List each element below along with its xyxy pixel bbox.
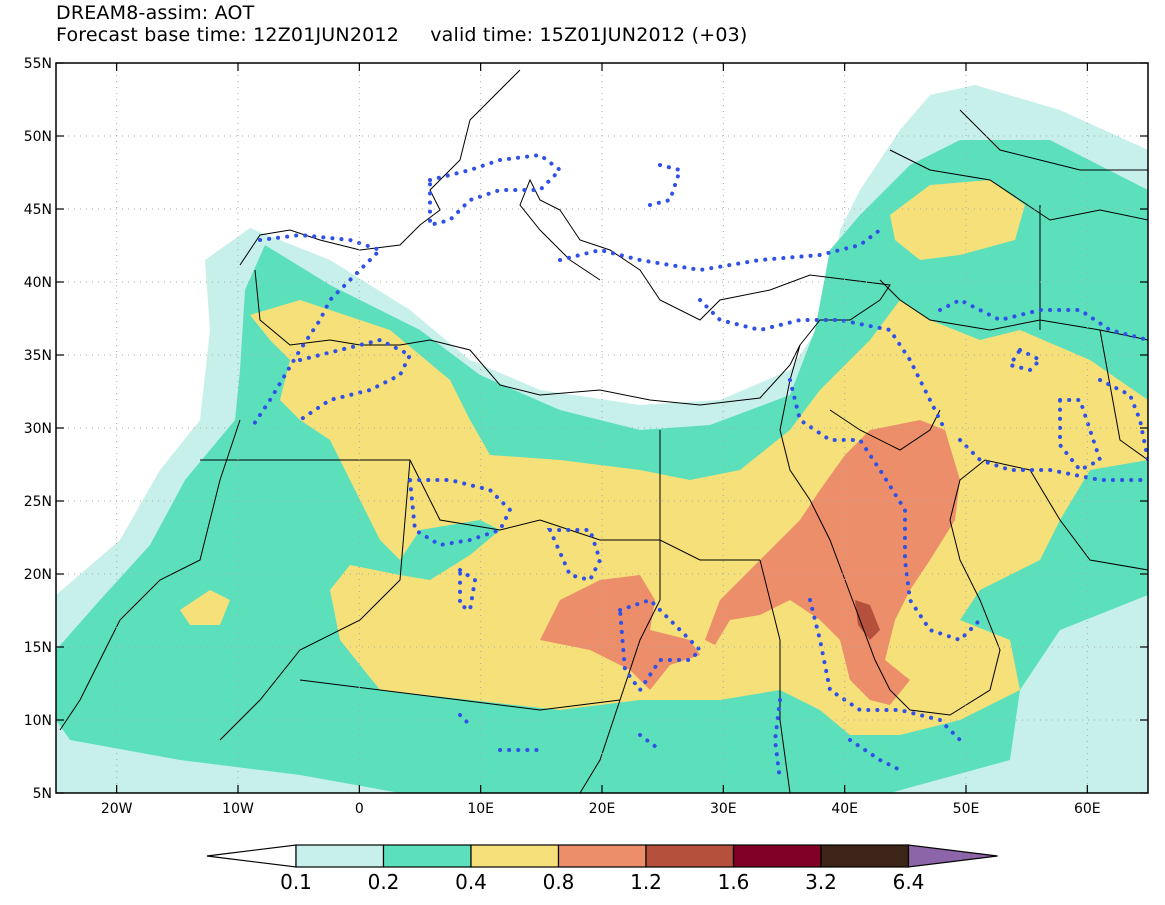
lon-label: 10W	[222, 801, 254, 817]
title-model: DREAM8-assim: AOT	[56, 2, 255, 24]
lat-label: 5N	[33, 786, 52, 802]
lon-label: 20E	[589, 801, 616, 817]
colorbar-swatch	[470, 844, 560, 868]
colorbar-swatch	[295, 844, 385, 868]
colorbar-label: 6.4	[893, 870, 925, 894]
colorbar-swatch	[557, 844, 647, 868]
lat-label: 50N	[24, 129, 52, 145]
base-time-label: Forecast base time: 12Z01JUN2012	[56, 24, 399, 46]
lon-label: 50E	[953, 801, 980, 817]
colorbar-swatch	[732, 844, 822, 868]
aot-region-0.8	[540, 420, 960, 705]
lat-label: 30N	[24, 421, 52, 437]
colorbar-swatch	[645, 844, 735, 868]
graticule	[56, 63, 1148, 793]
colorbar-label: 1.2	[630, 870, 662, 894]
longitude-labels: 20W 10W 0 10E 20E 30E 40E 50E 60E	[101, 801, 1101, 817]
aot-region-0.4	[250, 300, 1148, 735]
lon-label: 20W	[101, 801, 133, 817]
lon-label: 10E	[467, 801, 494, 817]
lat-label: 15N	[24, 640, 52, 656]
colorbar-label: 0.1	[280, 870, 312, 894]
lon-label: 40E	[831, 801, 858, 817]
lat-label: 35N	[24, 348, 52, 364]
latitude-labels: 55N 50N 45N 40N 35N 30N 25N 20N 15N 10N 5N	[24, 56, 52, 802]
colorbar-min-arrow	[206, 844, 297, 868]
colorbar-label: 0.4	[455, 870, 487, 894]
lat-label: 45N	[24, 202, 52, 218]
title-block: DREAM8-assim: AOT Forecast base time: 12…	[56, 2, 748, 46]
lon-label: 30E	[710, 801, 737, 817]
lat-label: 10N	[24, 713, 52, 729]
colorbar-max-arrow	[907, 844, 998, 868]
colorbar-swatch	[382, 844, 472, 868]
colorbar-label: 0.2	[368, 870, 400, 894]
colorbar-label: 3.2	[805, 870, 837, 894]
valid-time-label: valid time: 15Z01JUN2012 (+03)	[430, 24, 748, 46]
aot-contours	[56, 85, 1148, 793]
axis-ticks	[56, 62, 1148, 794]
lat-label: 20N	[24, 567, 52, 583]
dotted-contours	[248, 152, 1148, 782]
aot-region-0.4c	[180, 590, 230, 625]
lat-label: 55N	[24, 56, 52, 72]
colorbar-swatch	[820, 844, 910, 868]
title-times: Forecast base time: 12Z01JUN2012 valid t…	[56, 24, 748, 46]
lon-label: 60E	[1074, 801, 1101, 817]
colorbar-label: 1.6	[718, 870, 750, 894]
colorbar: 0.1 0.2 0.4 0.8 1.2 1.6 3.2 6.4	[206, 844, 998, 894]
aot-region-1.2	[855, 600, 880, 640]
colorbar-label: 0.8	[543, 870, 575, 894]
lat-label: 40N	[24, 275, 52, 291]
lon-label: 0	[355, 801, 364, 817]
aot-region-0.4b	[890, 180, 1025, 260]
lat-label: 25N	[24, 494, 52, 510]
